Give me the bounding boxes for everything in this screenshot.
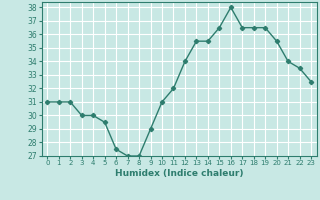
X-axis label: Humidex (Indice chaleur): Humidex (Indice chaleur) bbox=[115, 169, 244, 178]
